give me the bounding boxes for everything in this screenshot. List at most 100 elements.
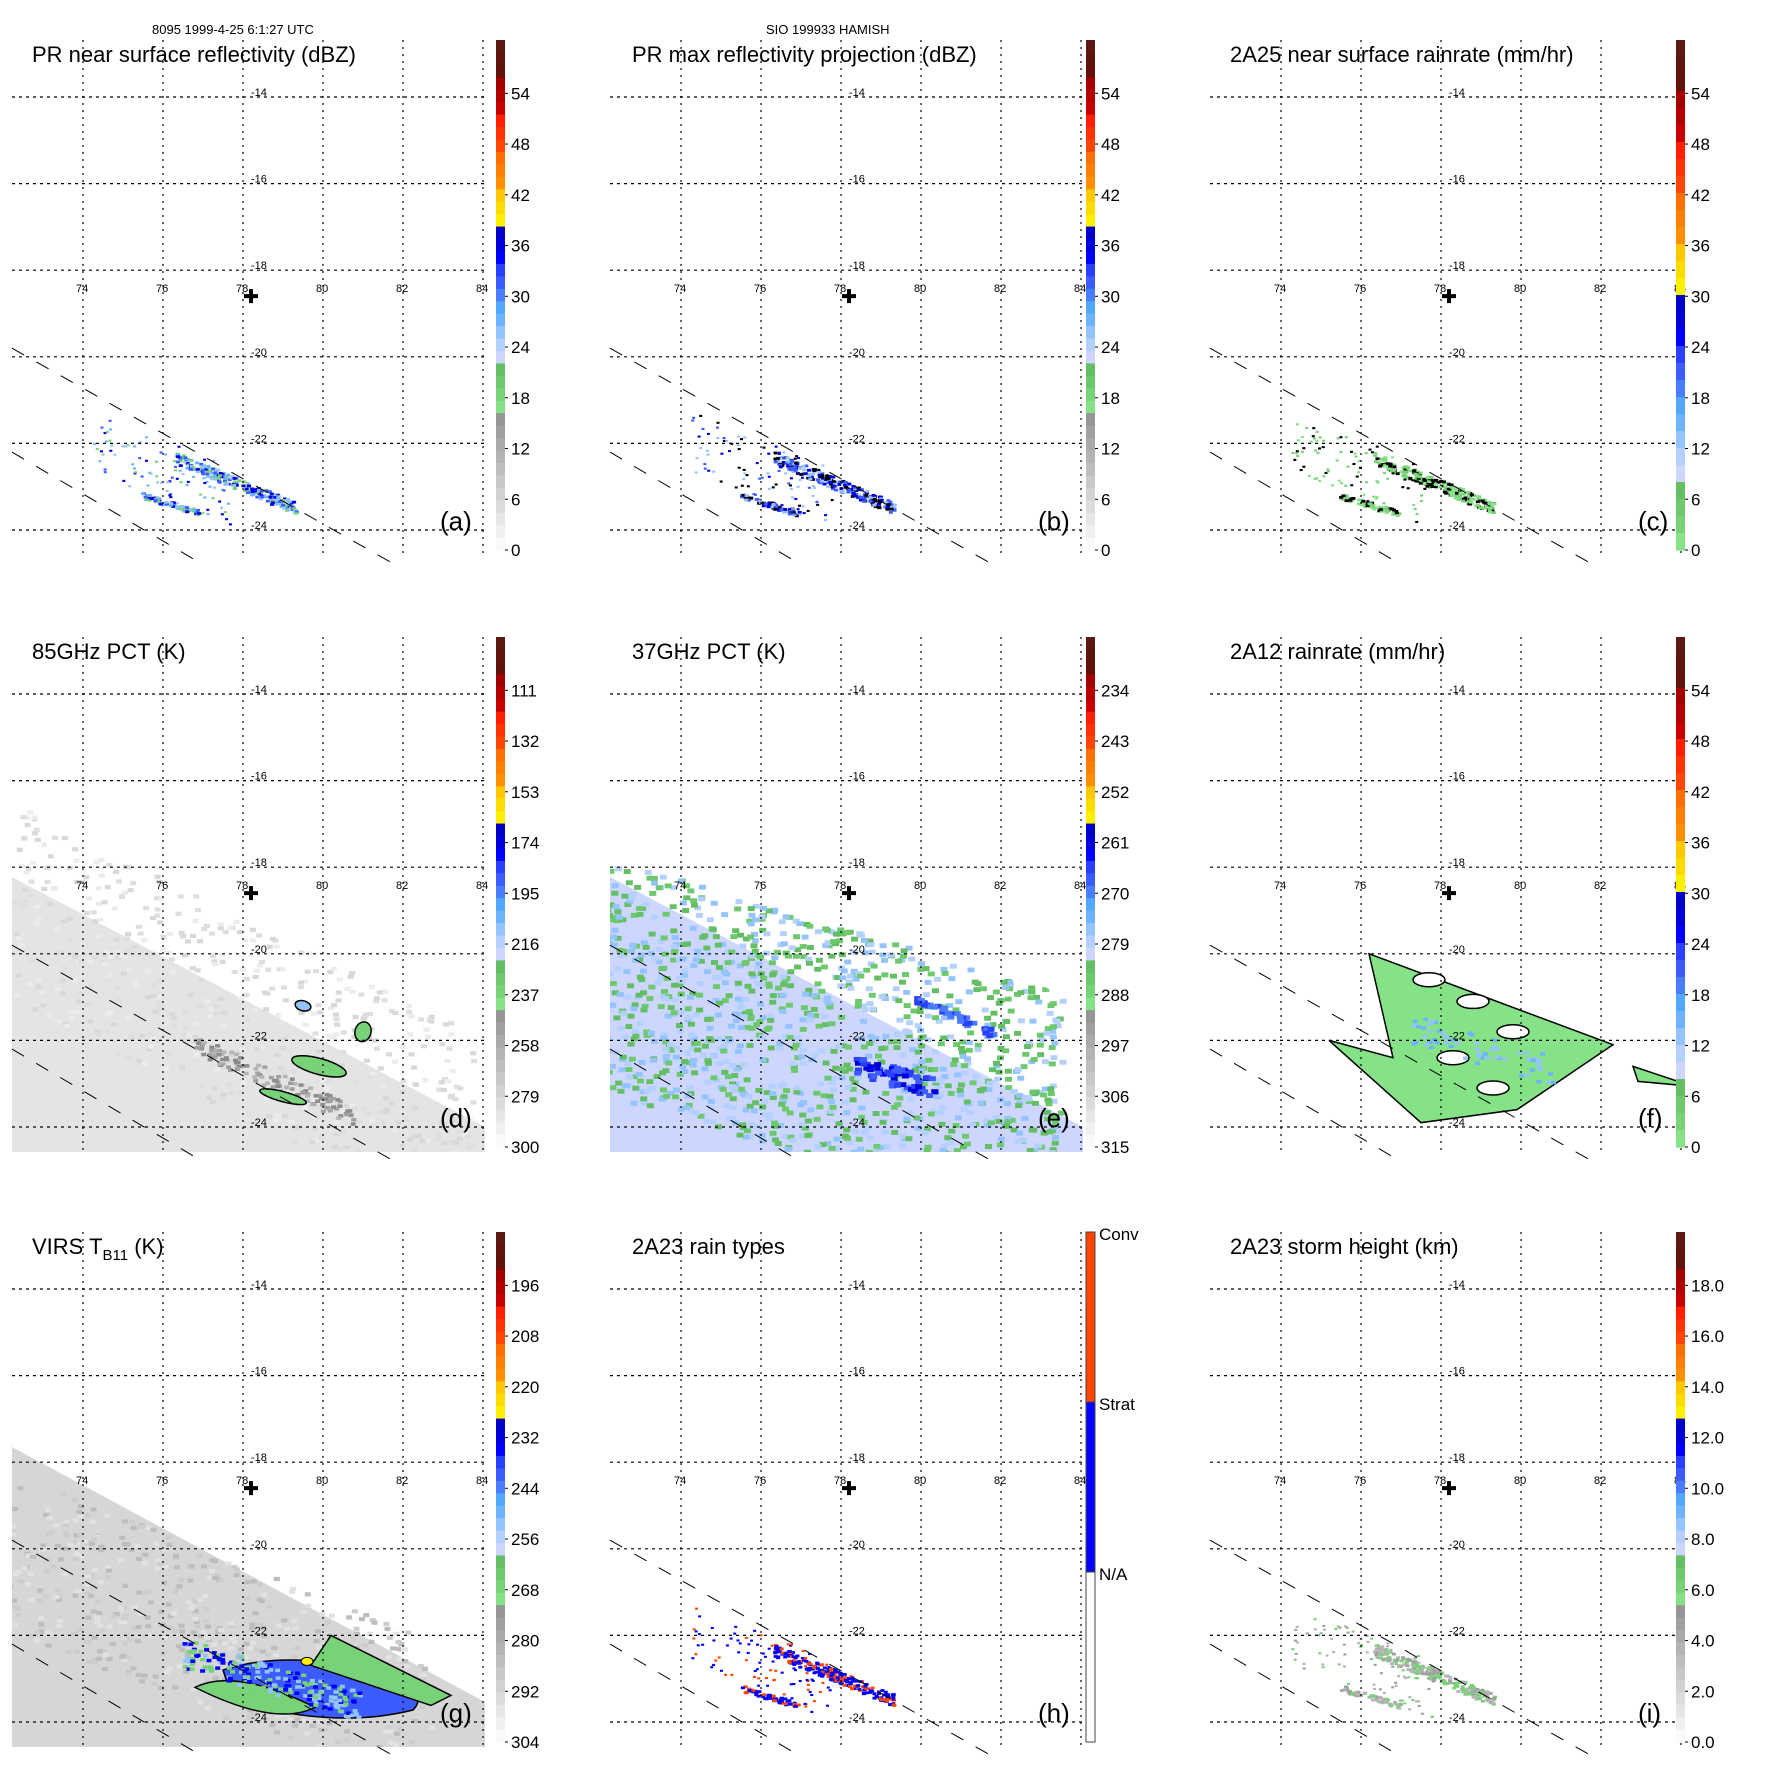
data-pixel: [0, 1604, 6, 1608]
data-pixel: [259, 1075, 265, 1079]
data-pixel: [822, 1666, 827, 1670]
data-pixel: [273, 944, 280, 949]
data-pixel: [1413, 507, 1417, 510]
data-pixel: [906, 1069, 914, 1075]
data-pixel: [829, 1674, 834, 1677]
colorbar-label: 54: [1691, 84, 1710, 103]
data-pixel: [799, 1133, 807, 1139]
data-pixel: [689, 991, 697, 997]
data-pixel: [222, 489, 226, 492]
data-pixel: [1322, 475, 1326, 478]
data-pixel: [5, 1561, 11, 1565]
colorbar-segment: [1086, 1122, 1095, 1136]
data-pixel: [603, 1068, 610, 1073]
data-pixel: [857, 1146, 865, 1152]
data-pixel: [610, 928, 611, 934]
colorbar-segment: [1676, 1011, 1685, 1029]
colorbar-segment: [496, 1418, 505, 1432]
data-pixel: [205, 480, 209, 484]
data-pixel: [327, 970, 334, 975]
data-pixel: [1418, 471, 1423, 475]
data-pixel: [103, 471, 107, 474]
data-pixel: [613, 1015, 621, 1021]
data-pixel: [336, 1703, 342, 1707]
data-pixel: [436, 1087, 443, 1092]
data-pixel: [755, 953, 763, 958]
data-pixel: [1379, 509, 1384, 513]
data-pixel: [332, 1120, 339, 1125]
data-pixel: [941, 1184, 948, 1189]
data-pixel: [418, 1017, 425, 1022]
data-pixel: [763, 1090, 771, 1096]
data-pixel: [1312, 437, 1316, 440]
data-pixel: [332, 1695, 338, 1700]
data-pixel: [240, 967, 247, 972]
data-pixel: [854, 1075, 862, 1081]
data-pixel: [712, 934, 720, 940]
data-pixel: [713, 1078, 721, 1084]
colorbar-segment: [496, 1480, 505, 1494]
data-pixel: [332, 1012, 339, 1017]
data-pixel: [636, 1078, 644, 1084]
data-pixel: [155, 475, 159, 478]
data-pixel: [875, 1070, 883, 1076]
data-pixel: [884, 1699, 889, 1703]
colorbar-segment: [496, 1654, 505, 1668]
data-pixel: [828, 1080, 836, 1086]
data-pixel: [149, 1036, 156, 1041]
data-pixel: [101, 453, 105, 456]
colorbar-segment: [496, 350, 505, 365]
data-pixel: [281, 985, 288, 990]
data-pixel: [745, 1094, 753, 1100]
data-pixel: [278, 1687, 284, 1691]
data-pixel: [324, 1105, 330, 1110]
data-pixel: [776, 456, 781, 460]
data-pixel: [1044, 1026, 1052, 1032]
data-pixel: [204, 1636, 211, 1641]
data-pixel: [720, 452, 724, 455]
data-pixel: [289, 1087, 295, 1091]
colorbar-segment: [496, 923, 505, 937]
data-pixel: [322, 1705, 328, 1709]
data-pixel: [114, 950, 121, 955]
data-pixel: [900, 948, 908, 954]
data-pixel: [1385, 508, 1390, 512]
data-pixel: [166, 1542, 173, 1548]
data-pixel: [572, 1027, 579, 1032]
data-pixel: [210, 471, 215, 475]
data-pixel: [1339, 436, 1343, 439]
data-pixel: [757, 1001, 765, 1007]
data-pixel: [237, 930, 244, 935]
data-pixel: [857, 1687, 862, 1691]
colorbar-segment: [1086, 823, 1095, 837]
data-pixel: [389, 1646, 396, 1651]
data-pixel: [610, 1063, 616, 1069]
data-pixel: [1028, 1127, 1036, 1133]
data-pixel: [756, 1643, 760, 1646]
data-pixel: [75, 999, 82, 1004]
data-pixel: [586, 949, 593, 954]
data-pixel: [624, 994, 632, 1000]
data-pixel: [1428, 1674, 1433, 1678]
data-pixel: [324, 1093, 330, 1097]
colorbar-segment: [496, 176, 505, 190]
data-pixel: [63, 1520, 70, 1525]
data-pixel: [710, 900, 718, 906]
data-pixel: [1449, 483, 1454, 487]
data-pixel: [417, 1664, 424, 1669]
data-pixel: [1035, 1184, 1042, 1189]
data-pixel: [1376, 481, 1380, 484]
data-pixel: [70, 950, 77, 956]
data-pixel: [352, 1014, 359, 1020]
data-pixel: [304, 969, 311, 974]
lon-label: 82: [994, 283, 1006, 295]
data-pixel: [787, 1661, 792, 1665]
data-pixel: [748, 988, 756, 994]
data-pixel: [229, 1050, 235, 1055]
data-pixel: [1297, 439, 1301, 442]
data-pixel: [1005, 1170, 1012, 1175]
data-pixel: [665, 1060, 673, 1066]
data-pixel: [146, 484, 150, 487]
data-pixel: [301, 1105, 308, 1110]
data-pixel: [796, 508, 800, 511]
